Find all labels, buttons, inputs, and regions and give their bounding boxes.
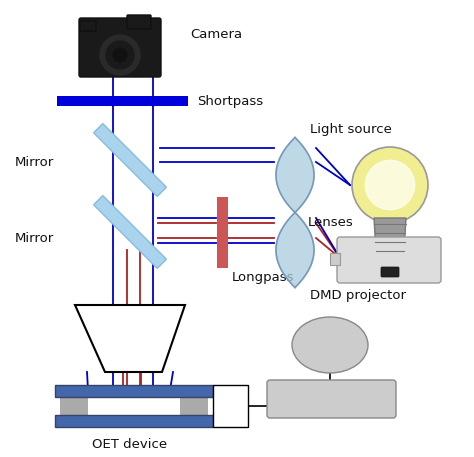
Polygon shape [276,138,314,213]
FancyBboxPatch shape [381,267,399,277]
Text: AC: AC [321,339,339,351]
Text: DMD projector: DMD projector [310,289,406,303]
FancyBboxPatch shape [337,237,441,283]
FancyBboxPatch shape [79,18,161,77]
Text: Amplifier: Amplifier [301,393,362,405]
Text: OET device: OET device [92,439,168,452]
Circle shape [365,160,415,210]
Circle shape [106,41,134,69]
Text: Longpass: Longpass [232,271,294,285]
Circle shape [113,48,127,62]
Ellipse shape [292,317,368,373]
Text: Light source: Light source [310,123,392,137]
Circle shape [352,147,428,223]
FancyBboxPatch shape [217,197,228,268]
FancyBboxPatch shape [55,415,213,427]
Text: Shortpass: Shortpass [197,96,263,108]
Text: 10x: 10x [96,328,124,342]
FancyBboxPatch shape [80,21,96,31]
Text: Mirror: Mirror [15,232,54,244]
Polygon shape [276,213,314,287]
Circle shape [100,35,140,75]
FancyBboxPatch shape [180,397,208,415]
Polygon shape [93,123,166,197]
Polygon shape [75,305,185,372]
FancyBboxPatch shape [330,253,340,265]
FancyBboxPatch shape [55,385,213,397]
FancyBboxPatch shape [57,96,188,106]
FancyBboxPatch shape [213,385,248,427]
FancyBboxPatch shape [267,380,396,418]
Text: Lenses: Lenses [308,216,354,228]
Text: Mirror: Mirror [15,155,54,169]
FancyBboxPatch shape [60,397,88,415]
Text: Camera: Camera [190,28,242,42]
Polygon shape [374,218,406,268]
Polygon shape [93,196,166,268]
FancyBboxPatch shape [127,15,151,29]
